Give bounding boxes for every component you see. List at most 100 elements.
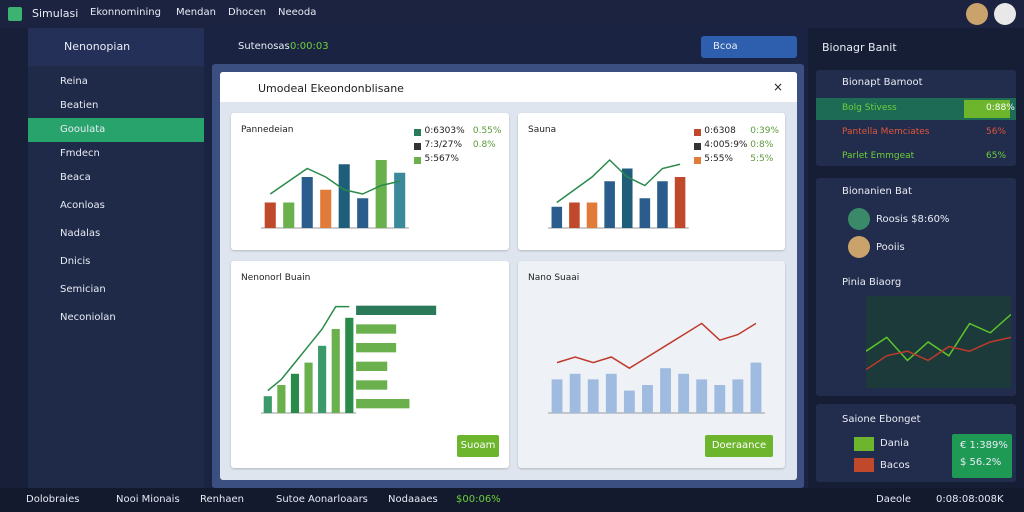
bar (277, 385, 286, 413)
side-value: 0:39% (750, 126, 780, 136)
legend-label: 5:55% (704, 154, 733, 164)
bar (345, 317, 354, 413)
row-value: 56% (986, 127, 1007, 137)
legend-swatch (414, 157, 422, 164)
menu-item[interactable]: Ekonnomining (90, 7, 161, 18)
sidebar: Nenonopian Reina Beatien Gooulata Fmdecn Bea… (28, 28, 204, 488)
bar (586, 202, 598, 228)
box-text: € 1:389% (960, 440, 1008, 451)
bar (569, 373, 581, 413)
legend-label: 4:005:9% (704, 140, 748, 150)
bar (657, 181, 668, 228)
card-row: Roosis $8:60% (876, 214, 950, 225)
bar (318, 345, 327, 413)
legend-swatch (414, 129, 422, 136)
avatar[interactable] (966, 3, 988, 25)
close-button[interactable]: × (773, 80, 784, 94)
row-label: Parlet Emmgeat (842, 151, 915, 161)
line (556, 158, 681, 204)
menu-item[interactable]: Dhocen (228, 7, 267, 18)
legend-swatch (694, 157, 702, 164)
right-title: Bionagr Banit (822, 41, 897, 54)
chart-panel: Nano Suaai Doeraance (518, 261, 785, 468)
menu-item[interactable]: Neeoda (278, 7, 317, 18)
card: Saione Ebonget Dania Bacos € 1:389% $ 56… (816, 404, 1016, 482)
window-header (220, 72, 797, 102)
bar (394, 172, 406, 228)
bar (587, 379, 599, 413)
card: Bionapt Bamoot Bolg Stivess 0:88% Pantella… (816, 70, 1016, 166)
legend-label: 0:6303% (424, 126, 465, 136)
row-label: Bolg Stivess (842, 103, 897, 113)
status-bar: Dolobraies Nooi Mionais Renhaen Sutoe Aonar… (0, 488, 1024, 512)
panel-title: Sauna (528, 125, 557, 135)
h-bar (356, 361, 388, 371)
avatar[interactable] (994, 3, 1016, 25)
top-bar: Simulasi Ekonnomining Mendan Dhocen Neeo… (0, 0, 1024, 28)
bar (660, 368, 671, 413)
icon-strip (0, 28, 28, 488)
sidebar-item[interactable]: Dnicis (60, 256, 91, 267)
sidebar-item[interactable]: Gooulata (28, 118, 204, 142)
bar (642, 385, 653, 413)
side-value: 5:5% (750, 154, 774, 164)
legend-swatch (694, 143, 702, 150)
panel-button[interactable]: Doeraance (705, 435, 773, 457)
bar (696, 379, 708, 413)
menu-item[interactable]: Mendan (176, 7, 216, 18)
sidebar-item[interactable]: Fmdecn (60, 148, 100, 159)
line (866, 313, 1011, 362)
panel-title: Pannedeian (241, 125, 294, 135)
bar (263, 396, 272, 413)
sidebar-item[interactable]: Aconloas (60, 200, 105, 211)
card-title: Bionapt Bamoot (842, 77, 923, 88)
chart-panel: Pannedeian 0:6303% 7:3/27% 5:567% 0.55% 0.8% (231, 113, 509, 250)
panel-button[interactable]: Suoam (457, 435, 499, 457)
status-item: Renhaen (200, 494, 244, 505)
card-row: Pooiis (876, 242, 905, 253)
bar (290, 373, 300, 413)
h-bar (356, 324, 397, 334)
sidebar-item[interactable]: Reina (60, 76, 88, 87)
legend-swatch (414, 143, 422, 150)
bar (714, 385, 726, 413)
bar (304, 362, 313, 413)
sidebar-item[interactable]: Beaca (60, 172, 91, 183)
bar (331, 329, 340, 413)
bar (357, 198, 369, 228)
h-bar (356, 380, 388, 390)
sidebar-item[interactable]: Nadalas (60, 228, 101, 239)
sidebar-list: Reina Beatien Gooulata Fmdecn Beaca Aconloas N… (28, 66, 204, 330)
bar (605, 373, 617, 413)
side-value: 0:8% (750, 140, 774, 150)
bar (283, 202, 295, 228)
row-value: 0:88% (986, 103, 1015, 113)
bar (674, 177, 686, 228)
row-badge (964, 100, 1010, 118)
card-row: Bacos (880, 460, 910, 471)
app-logo (8, 7, 22, 21)
row-icon (854, 437, 874, 451)
status-item: $00:06% (456, 494, 501, 505)
card: Pinia Biaorg (816, 268, 1016, 396)
bar (551, 379, 563, 413)
sidebar-title: Nenonopian (28, 28, 204, 66)
h-bar (356, 399, 410, 409)
row-icon (854, 458, 874, 472)
toolbar-button[interactable]: Bcoa (701, 36, 797, 58)
line (866, 336, 1011, 371)
sidebar-item[interactable]: Semician (60, 284, 106, 295)
card-row: Dania (880, 438, 910, 449)
bar (750, 362, 762, 413)
sidebar-item[interactable]: Beatien (60, 100, 99, 111)
panel-title: Nano Suaai (528, 273, 580, 283)
box-text: $ 56.2% (960, 457, 1002, 468)
chart (261, 160, 409, 229)
mini-chart (866, 296, 1011, 388)
window-title: Umodeal Ekeondonblisane (258, 82, 404, 95)
sidebar-item[interactable]: Neconiolan (60, 312, 116, 323)
value-box: € 1:389% $ 56.2% (952, 434, 1012, 478)
card: Bionanien Bat Roosis $8:60% Pooiis (816, 178, 1016, 284)
toolbar-label: Sutenosas (238, 41, 290, 52)
app-name: Simulasi (32, 7, 79, 20)
